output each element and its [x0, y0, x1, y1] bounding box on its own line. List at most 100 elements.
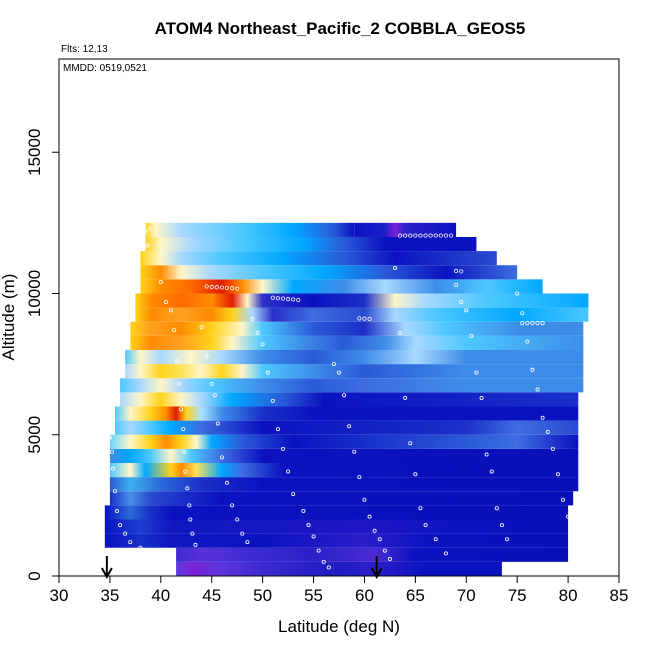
x-tick-label: 45: [202, 586, 221, 605]
flight-sample-point: [199, 325, 204, 330]
flight-sample-point: [224, 480, 229, 485]
flight-sample-point: [168, 308, 173, 313]
x-tick-label: 40: [151, 586, 170, 605]
x-tick-label: 75: [508, 586, 527, 605]
flight-sample-point: [525, 339, 530, 344]
flight-sample-point: [172, 328, 177, 333]
flight-track-point: [418, 233, 423, 238]
flight-sample-point: [286, 469, 291, 474]
flight-track-point: [235, 286, 240, 291]
flight-sample-point: [408, 441, 413, 446]
flight-sample-point: [494, 506, 499, 511]
heatmap-band: [135, 307, 589, 322]
heatmap-band: [109, 434, 579, 449]
flight-track-point: [397, 233, 403, 238]
flight-sample-point: [190, 531, 195, 536]
flight-sample-point: [179, 407, 184, 412]
flight-sample-point: [489, 469, 494, 474]
flight-sample-point: [306, 523, 311, 528]
flight-sample-point: [535, 387, 540, 392]
flight-track-point: [520, 321, 525, 326]
x-tick-label: 55: [304, 586, 323, 605]
flight-sample-point: [148, 226, 153, 231]
x-axis-label: Latitude (deg N): [278, 617, 400, 636]
flight-sample-point: [145, 243, 150, 248]
flight-sample-point: [530, 367, 535, 372]
flight-sample-point: [392, 266, 397, 271]
flight-sample-point: [474, 370, 479, 375]
flight-sample-point: [163, 299, 168, 304]
x-axis: 30 35 40 45 50 55 60 65 70 75 80 85: [50, 575, 628, 605]
x-tick-label: 30: [50, 586, 69, 605]
heatmap-band: [176, 547, 569, 562]
flight-sample-point: [215, 421, 220, 426]
flight-sample-point: [423, 523, 428, 528]
flight-track-point: [453, 268, 459, 273]
arrow-marker-layer: [100, 556, 383, 580]
flight-sample-point: [316, 548, 321, 553]
flight-track-point: [525, 321, 530, 326]
flight-sample-point: [109, 449, 114, 454]
arrow-marker-head: [100, 567, 113, 580]
heatmap-band: [115, 420, 579, 435]
flight-track-point: [408, 233, 413, 238]
flight-sample-point: [382, 548, 387, 553]
heatmap-band: [145, 236, 477, 252]
flight-sample-point: [148, 548, 153, 553]
y-axis-label: Altitude (m): [0, 274, 18, 361]
flight-sample-point: [540, 415, 545, 420]
heatmap-band: [109, 491, 574, 506]
flight-track-point: [280, 296, 286, 301]
heatmap-band: [130, 321, 584, 336]
flight-sample-point: [301, 509, 306, 514]
flight-sample-point: [443, 551, 448, 556]
heatmap-band: [333, 561, 502, 576]
flight-sample-point: [372, 528, 377, 533]
flight-sample-point: [326, 565, 331, 570]
heatmap-band: [125, 364, 584, 379]
flight-sample-point: [550, 446, 555, 451]
flight-sample-point: [212, 393, 217, 398]
y-tick-label: 10000: [25, 270, 44, 317]
flight-track-point: [285, 297, 291, 302]
flight-track-point: [443, 233, 449, 238]
flight-sample-point: [115, 509, 120, 514]
flight-sample-point: [185, 486, 190, 491]
heatmap-band: [120, 378, 584, 393]
y-tick-label: 5000: [25, 416, 44, 454]
flight-track-point: [403, 233, 408, 238]
flight-sample-point: [469, 333, 474, 338]
flight-track-layer: [107, 226, 571, 570]
flight-sample-point: [270, 398, 275, 403]
flight-sample-point: [291, 492, 296, 497]
flight-sample-point: [464, 308, 469, 313]
plot-area: [100, 222, 589, 580]
flight-sample-point: [183, 469, 188, 474]
x-tick-label: 70: [457, 586, 476, 605]
flight-sample-point: [182, 449, 187, 454]
heatmap-band: [104, 519, 569, 534]
x-tick-label: 35: [100, 586, 119, 605]
flight-sample-point: [128, 540, 133, 545]
flight-sample-point: [260, 342, 265, 347]
flight-track-point: [214, 285, 219, 290]
flight-track-point: [362, 316, 367, 321]
flight-track-point: [423, 233, 428, 238]
flight-sample-point: [255, 331, 260, 336]
y-tick-label: 0: [25, 571, 44, 580]
flight-track-point: [224, 285, 230, 290]
flight-sample-point: [555, 472, 560, 477]
flight-sample-point: [347, 424, 352, 429]
flight-sample-point: [188, 517, 193, 522]
y-tick-label: 15000: [25, 129, 44, 176]
flight-sample-point: [362, 497, 367, 502]
flight-sample-point: [515, 291, 520, 296]
flight-sample-point: [504, 537, 509, 542]
flight-sample-point: [520, 311, 525, 316]
flight-track-point: [433, 233, 438, 238]
heatmap-band: [145, 222, 355, 237]
x-tick-label: 65: [406, 586, 425, 605]
flight-track-point: [204, 284, 209, 289]
flight-sample-point: [138, 545, 143, 550]
